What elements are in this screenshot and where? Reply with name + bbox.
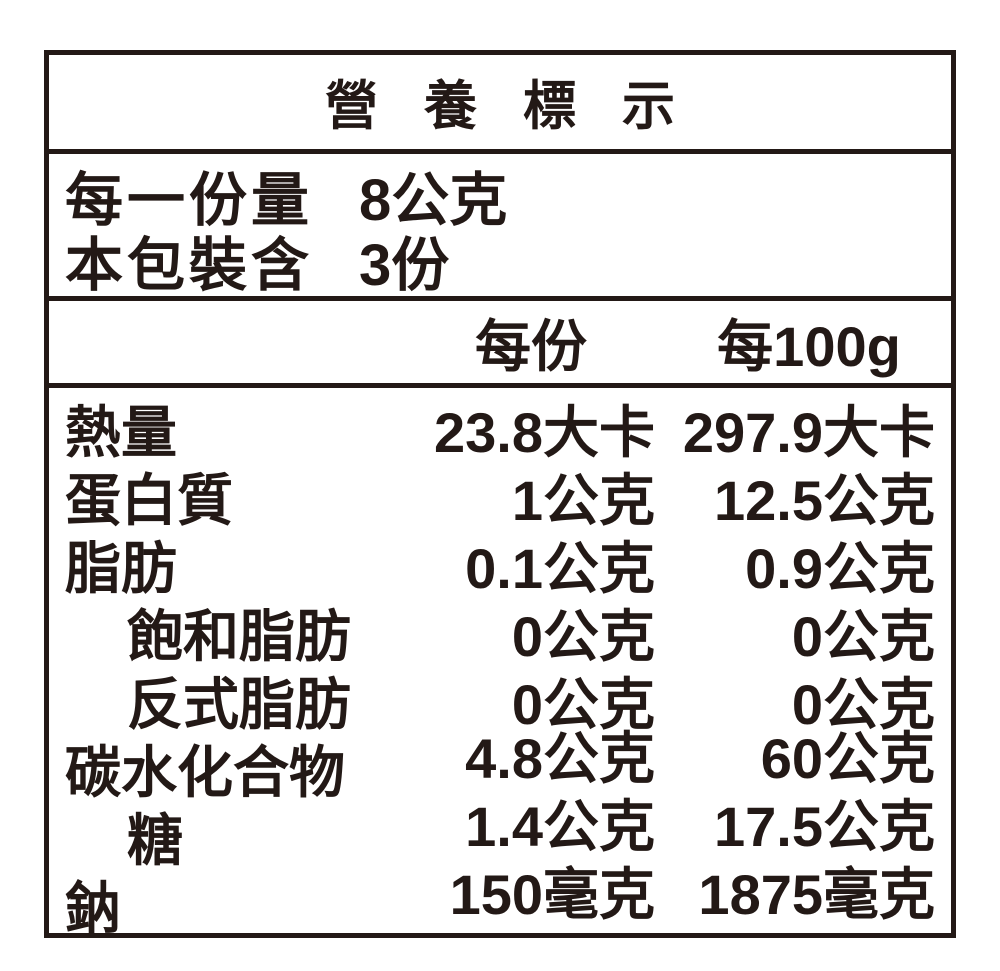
servings-per-package-label: 本包裝含 <box>65 232 314 298</box>
nutrient-name: 鈉 <box>65 877 121 940</box>
per-serving-column-header: 每份 <box>475 314 587 378</box>
per-100g-value: 17.5公克 <box>714 795 935 858</box>
per-100g-column-header: 每100g <box>717 314 901 378</box>
nutrient-row-sugar: 糖 1.4公克 17.5公克 <box>65 795 935 872</box>
nutrient-name: 飽和脂肪 <box>127 605 351 668</box>
column-header-row: 每份 每100g <box>49 301 951 388</box>
per-serving-value: 1公克 <box>511 469 655 532</box>
per-100g-value: 60公克 <box>760 727 935 790</box>
nutrient-name: 熱量 <box>65 401 177 464</box>
nutrient-rows: 熱量 23.8大卡 297.9大卡 蛋白質 1公克 12.5公克 脂肪 0.1公… <box>49 388 951 940</box>
serving-size-label: 每一份量 <box>65 167 314 233</box>
per-100g-value: 0公克 <box>791 605 935 668</box>
nutrient-row-trans-fat: 反式脂肪 0公克 0公克 <box>65 660 935 736</box>
nutrient-name: 糖 <box>127 809 183 872</box>
per-100g-value: 0公克 <box>791 673 935 736</box>
label-title: 營養標示 <box>325 77 721 136</box>
nutrient-row-saturated-fat: 飽和脂肪 0公克 0公克 <box>65 592 935 668</box>
per-serving-value: 150毫克 <box>449 863 655 926</box>
servings-per-package-value: 3份 <box>359 232 450 298</box>
serving-size-row: 每一份量 8公克 <box>65 162 951 233</box>
serving-size-value: 8公克 <box>359 167 508 233</box>
nutrient-row-protein: 蛋白質 1公克 12.5公克 <box>65 456 935 532</box>
nutrient-name: 反式脂肪 <box>127 673 351 736</box>
serving-info-section: 每一份量 8公克 本包裝含 3份 <box>49 154 951 301</box>
nutrient-name: 碳水化合物 <box>65 741 345 804</box>
label-title-section: 營養標示 <box>49 55 951 154</box>
per-serving-value: 0.1公克 <box>465 537 655 600</box>
servings-per-package-row: 本包裝含 3份 <box>65 227 951 298</box>
per-100g-value: 0.9公克 <box>745 537 935 600</box>
per-100g-value: 1875毫克 <box>698 863 935 926</box>
nutrient-name: 蛋白質 <box>65 469 233 532</box>
per-serving-value: 23.8大卡 <box>434 401 655 464</box>
nutrient-row-calories: 熱量 23.8大卡 297.9大卡 <box>65 388 935 464</box>
nutrient-row-fat: 脂肪 0.1公克 0.9公克 <box>65 524 935 600</box>
per-serving-value: 1.4公克 <box>465 795 655 858</box>
per-serving-value: 4.8公克 <box>465 727 655 790</box>
nutrient-row-sodium: 鈉 150毫克 1875毫克 <box>65 863 935 940</box>
per-serving-value: 0公克 <box>511 673 655 736</box>
per-100g-value: 12.5公克 <box>714 469 935 532</box>
nutrient-row-carbohydrate: 碳水化合物 4.8公克 60公克 <box>65 727 935 804</box>
nutrient-name: 脂肪 <box>65 537 177 600</box>
nutrition-label-table: 營養標示 每一份量 8公克 本包裝含 3份 每份 每100g 熱量 23.8大卡… <box>44 50 956 940</box>
per-100g-value: 297.9大卡 <box>682 401 935 464</box>
per-serving-value: 0公克 <box>511 605 655 668</box>
